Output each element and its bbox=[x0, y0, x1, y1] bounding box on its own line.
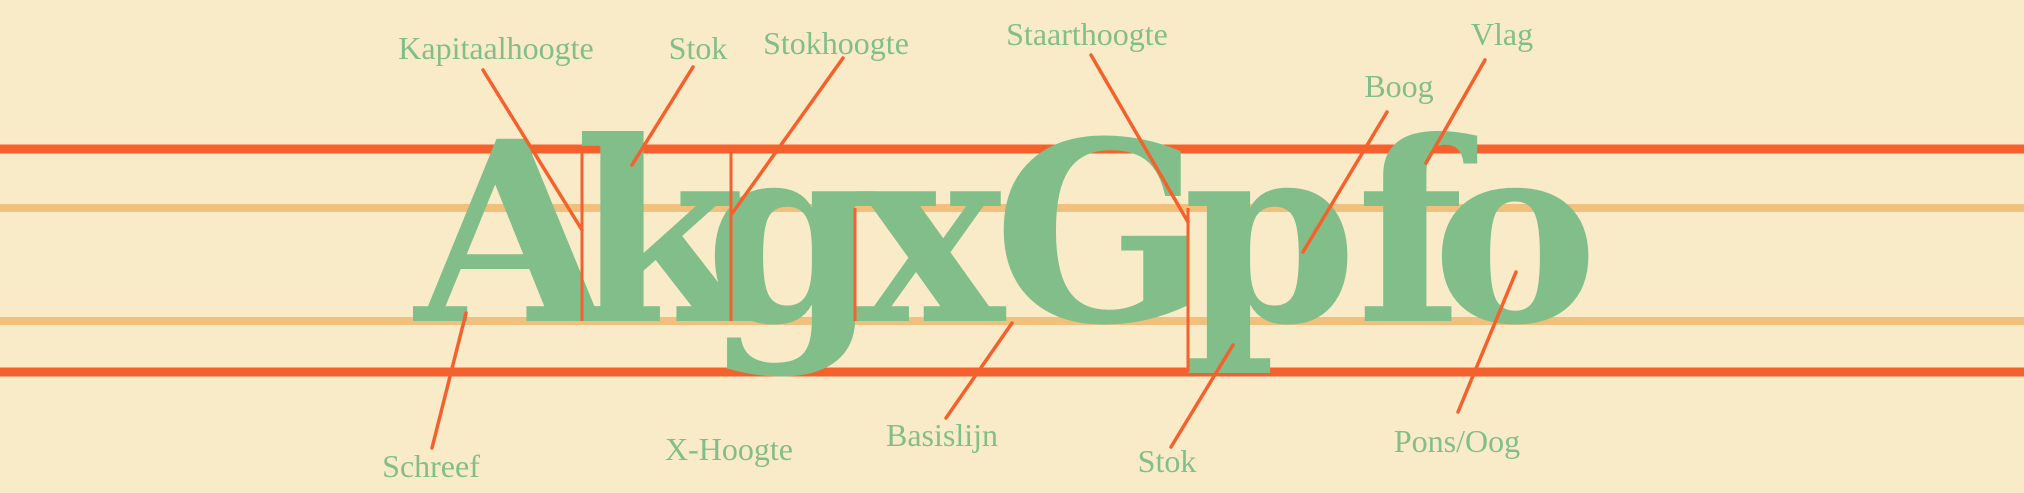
leader-schreef bbox=[430, 311, 468, 450]
glyph-A: A bbox=[413, 86, 612, 380]
leader-pons-oog bbox=[1456, 270, 1518, 414]
label-staarthoogte: Staarthoogte bbox=[1006, 16, 1168, 52]
leader-boog bbox=[1301, 110, 1389, 254]
leader-staarthoogte bbox=[1089, 53, 1190, 224]
label-schreef: Schreef bbox=[382, 448, 480, 484]
glyph-G: G bbox=[993, 86, 1207, 380]
leader-kapitaalhoogte bbox=[481, 68, 584, 232]
glyph-k: k bbox=[573, 86, 751, 380]
leader-stok-top bbox=[630, 65, 695, 167]
label-boog: Boog bbox=[1364, 68, 1433, 104]
leader-basislijn bbox=[944, 321, 1014, 420]
glyph-x: x bbox=[855, 86, 1006, 380]
glyph-g: g bbox=[705, 86, 880, 380]
label-stok-top: Stok bbox=[669, 30, 728, 66]
label-pons-oog: Pons/Oog bbox=[1394, 423, 1520, 459]
label-x-hoogte: X-Hoogte bbox=[665, 431, 793, 467]
height-indicators bbox=[580, 151, 1190, 372]
annotation-labels: Kapitaalhoogte Stok Stokhoogte Staarthoo… bbox=[382, 16, 1533, 484]
leader-stokhoogte bbox=[729, 56, 845, 217]
label-vlag: Vlag bbox=[1471, 16, 1533, 52]
label-stok-bottom: Stok bbox=[1138, 443, 1197, 479]
leader-stok-bottom bbox=[1169, 343, 1235, 449]
glyph-o: o bbox=[1432, 86, 1599, 380]
leader-vlag bbox=[1424, 58, 1487, 165]
label-basislijn: Basislijn bbox=[886, 417, 998, 453]
glyph-p: p bbox=[1183, 86, 1358, 380]
glyph-f: f bbox=[1356, 86, 1477, 380]
guide-lines bbox=[0, 144, 2024, 377]
label-stokhoogte: Stokhoogte bbox=[763, 25, 909, 61]
label-kapitaalhoogte: Kapitaalhoogte bbox=[398, 30, 593, 66]
leader-lines bbox=[430, 53, 1518, 450]
specimen-glyphs: A k g x G p f o bbox=[413, 86, 1598, 380]
